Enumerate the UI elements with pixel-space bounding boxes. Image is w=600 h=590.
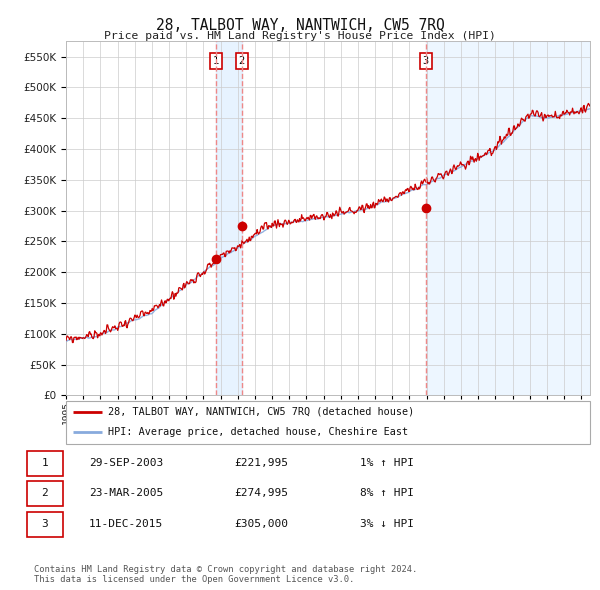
Text: £305,000: £305,000 — [234, 519, 288, 529]
Text: Contains HM Land Registry data © Crown copyright and database right 2024.
This d: Contains HM Land Registry data © Crown c… — [34, 565, 418, 584]
Text: 8% ↑ HPI: 8% ↑ HPI — [360, 489, 414, 498]
Bar — [425, 41, 590, 395]
Text: 3: 3 — [41, 519, 49, 529]
Text: 2: 2 — [239, 56, 245, 66]
Text: 28, TALBOT WAY, NANTWICH, CW5 7RQ: 28, TALBOT WAY, NANTWICH, CW5 7RQ — [155, 18, 445, 32]
Bar — [216, 41, 242, 395]
Text: £274,995: £274,995 — [234, 489, 288, 498]
Text: £221,995: £221,995 — [234, 458, 288, 467]
FancyBboxPatch shape — [66, 401, 590, 444]
Text: 1: 1 — [213, 56, 220, 66]
Text: 28, TALBOT WAY, NANTWICH, CW5 7RQ (detached house): 28, TALBOT WAY, NANTWICH, CW5 7RQ (detac… — [108, 407, 414, 417]
Text: 2: 2 — [41, 489, 49, 498]
Text: 29-SEP-2003: 29-SEP-2003 — [89, 458, 163, 467]
Text: Price paid vs. HM Land Registry's House Price Index (HPI): Price paid vs. HM Land Registry's House … — [104, 31, 496, 41]
Text: HPI: Average price, detached house, Cheshire East: HPI: Average price, detached house, Ches… — [108, 428, 408, 437]
Text: 23-MAR-2005: 23-MAR-2005 — [89, 489, 163, 498]
Text: 3% ↓ HPI: 3% ↓ HPI — [360, 519, 414, 529]
Text: 1: 1 — [41, 458, 49, 467]
Text: 11-DEC-2015: 11-DEC-2015 — [89, 519, 163, 529]
Text: 1% ↑ HPI: 1% ↑ HPI — [360, 458, 414, 467]
Text: 3: 3 — [422, 56, 429, 66]
